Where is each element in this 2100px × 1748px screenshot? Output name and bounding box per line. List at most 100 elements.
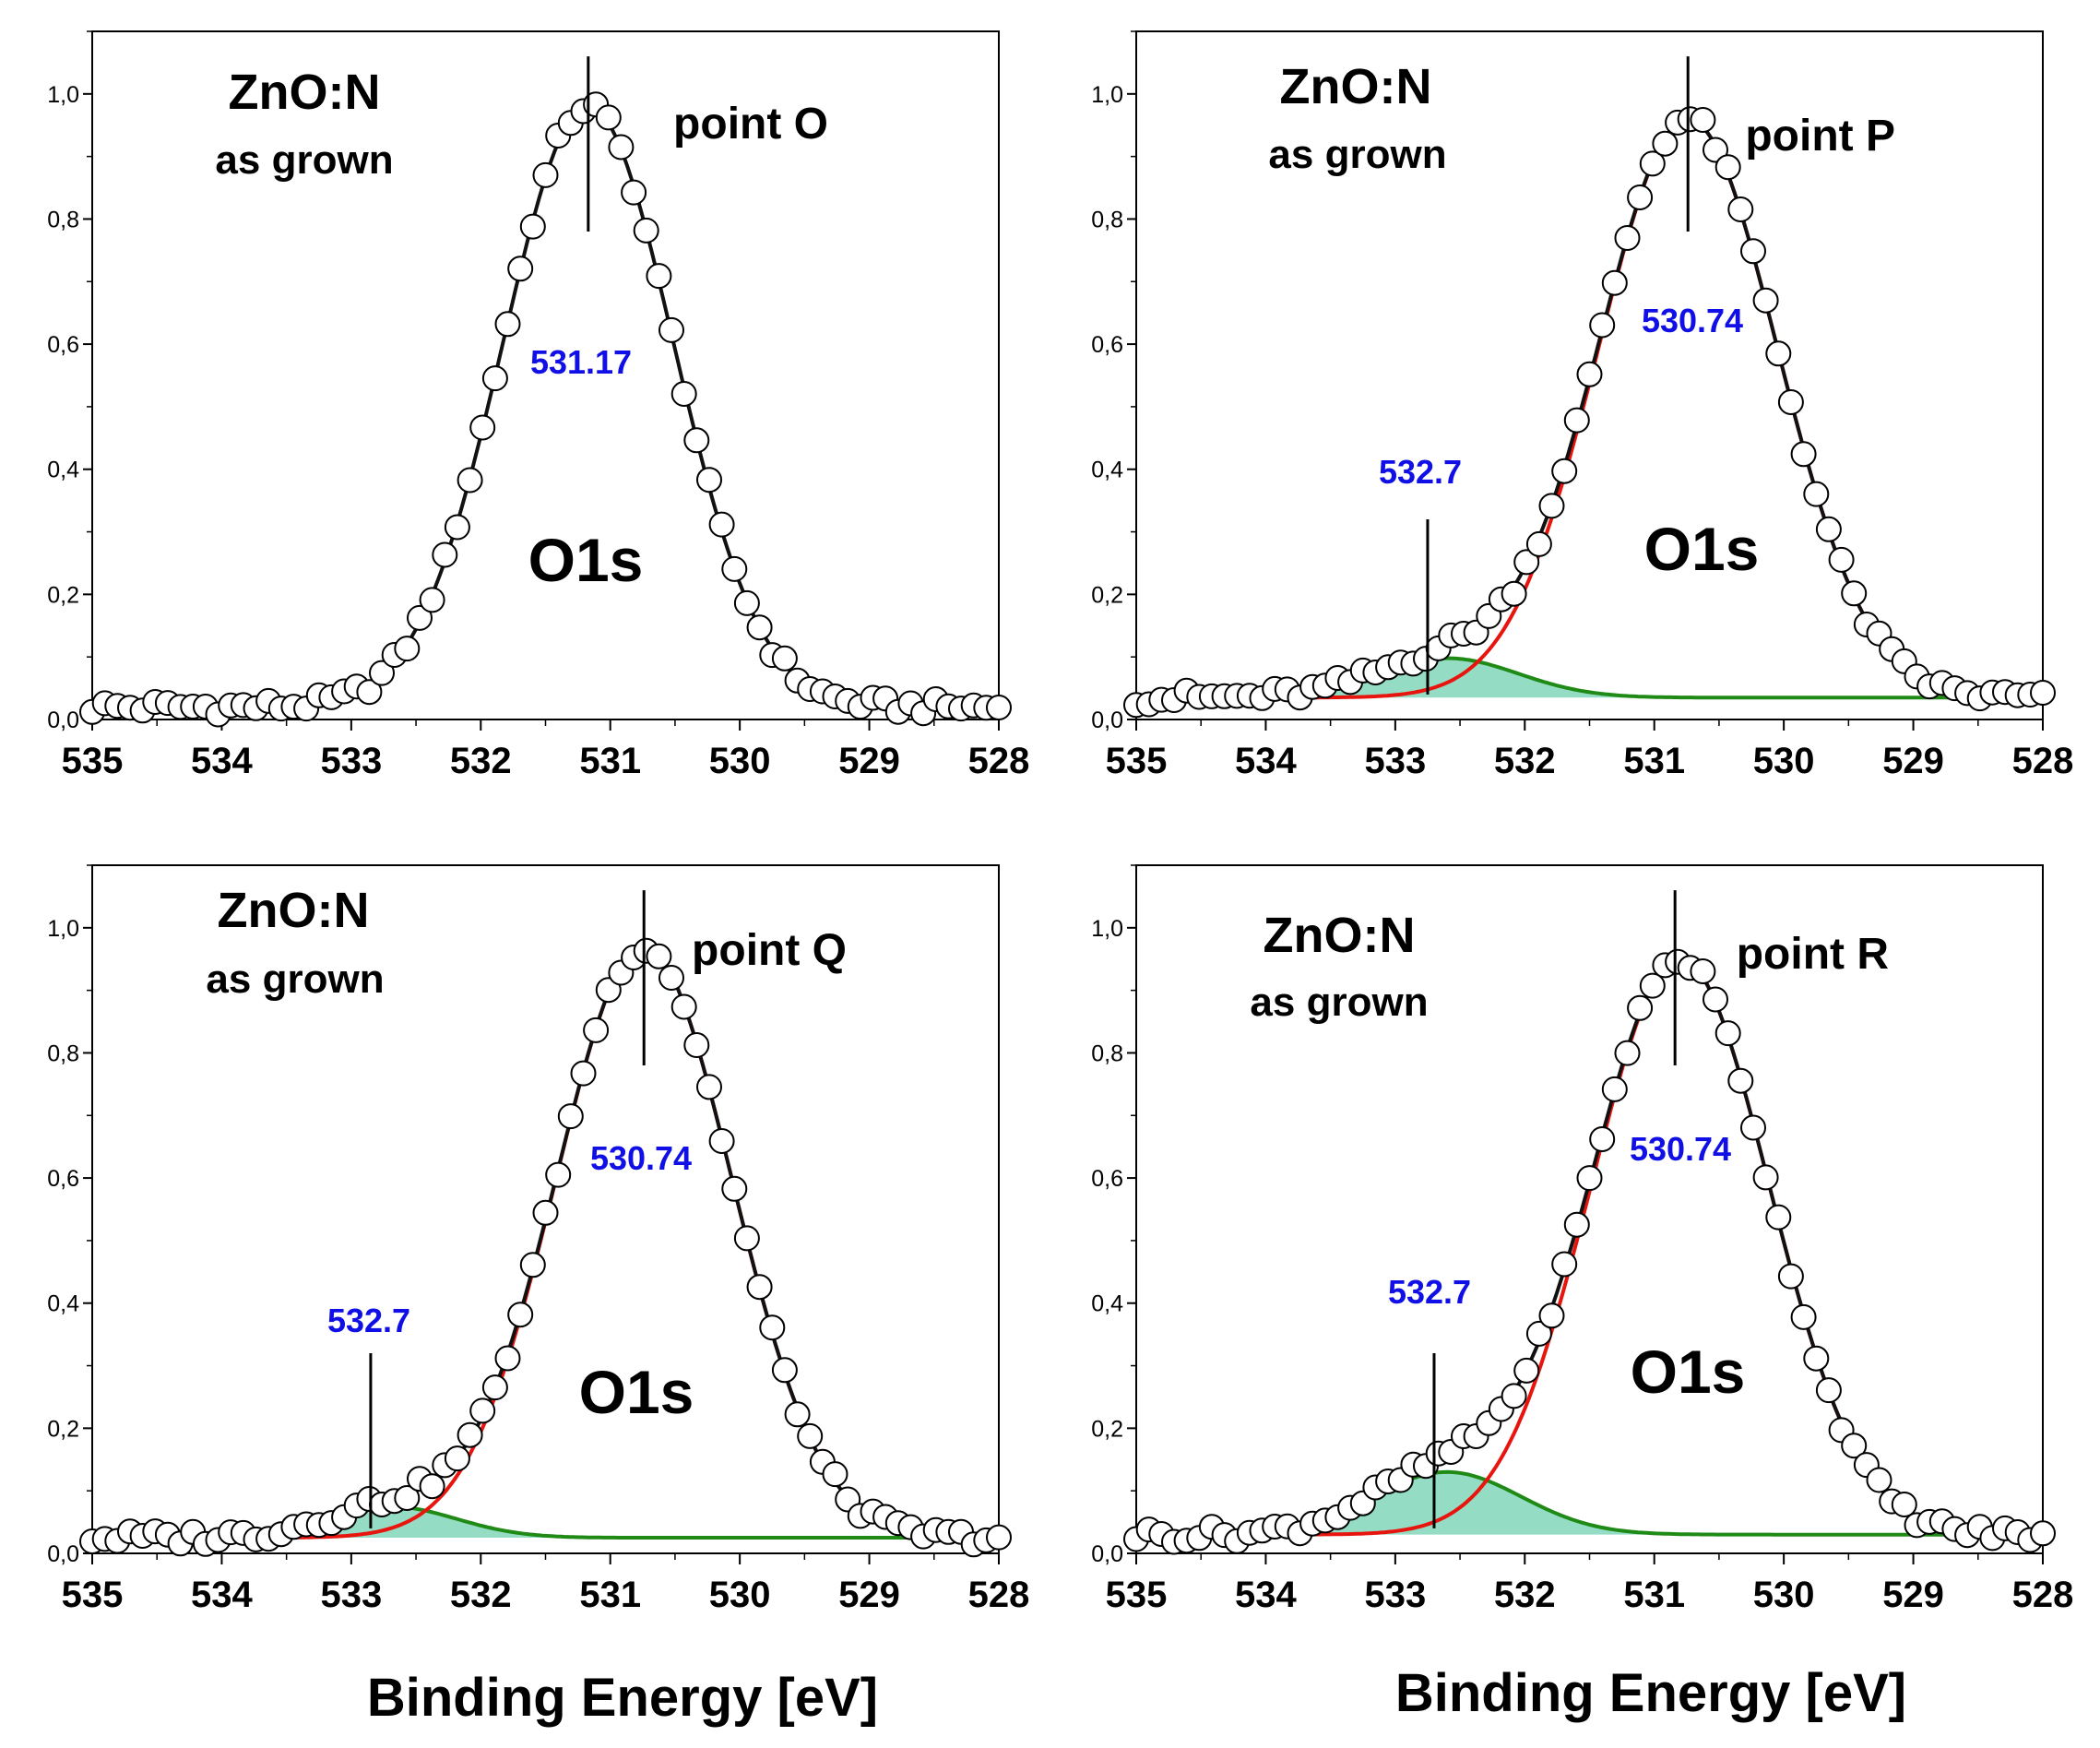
data-point [1501,1383,1527,1409]
panel-q: 0,0 0,2 0,4 0,6 0,8 1,0 535 534 533 532 531 530 529 5… [47,864,1030,1615]
data-point [1589,312,1616,339]
x-tick-label: 529 [1882,741,1944,781]
y-tick-label: 0,6 [47,1166,79,1192]
data-point [557,1103,584,1130]
x-tick-label: 532 [450,1575,512,1615]
x-tick-label: 528 [2012,741,2074,781]
data-point [986,1524,1012,1551]
data-point [444,514,470,541]
data-point [1841,580,1868,607]
data-point [1714,154,1741,181]
data-point [2030,1520,2056,1547]
x-tick-label: 530 [1753,1575,1815,1615]
data-point [444,1445,470,1472]
data-point [696,1074,722,1100]
condition-label: as grown [206,957,384,1002]
point-label: point Q [692,926,847,975]
data-point [1551,1251,1578,1278]
data-point [1639,972,1666,999]
data-point [507,256,534,282]
data-point [519,1252,546,1278]
panel-p: 0,0 0,2 0,4 0,6 0,8 1,0 535 534 533 532 531 530 529 5… [1091,30,2074,781]
main-peak-value: 530.74 [1642,302,1743,339]
data-point [1563,407,1590,434]
x-tick-label: 532 [1494,741,1556,781]
data-point [1740,238,1766,265]
data-point [1790,1303,1817,1330]
x-tick-label: 533 [320,1575,382,1615]
point-label: point P [1745,112,1895,161]
data-point [658,316,684,343]
data-point [1501,580,1527,607]
data-point [670,381,697,407]
x-tick-label: 535 [62,1575,124,1615]
core-level-label: O1s [1644,515,1760,583]
secondary-peak-value: 532.7 [1379,453,1462,491]
x-tick-label: 531 [1623,741,1685,781]
data-point [1714,1020,1741,1047]
sample-label: ZnO:N [218,883,370,938]
data-point [822,1461,848,1488]
y-tick-label: 0,0 [1091,1541,1123,1567]
data-point [1703,986,1728,1013]
data-point [1601,269,1628,296]
y-tick-label: 0,4 [1091,1291,1123,1317]
core-level-label: O1s [1631,1338,1746,1406]
data-point [1777,1263,1804,1290]
data-point [1727,196,1754,222]
x-tick-label: 531 [1623,1575,1685,1615]
y-tick-label: 0,8 [47,1040,79,1066]
data-point [733,589,760,616]
data-point [394,636,421,662]
data-point [469,1397,496,1424]
y-tick-label: 0,6 [1091,1166,1123,1192]
main-peak-value: 530.74 [590,1139,692,1177]
sample-label: ZnO:N [229,65,381,120]
data-point [469,414,496,441]
data-point [1752,287,1779,314]
data-point [1740,1114,1766,1141]
data-point [771,1357,798,1384]
data-point [532,161,559,188]
data-point [494,311,521,338]
data-point [683,427,710,454]
sample-label: ZnO:N [1280,59,1432,114]
data-point [419,1473,445,1500]
secondary-component-fill [1136,658,2043,698]
data-point [696,467,722,493]
data-point [1841,1433,1868,1459]
x-tick-label: 528 [968,1575,1030,1615]
data-point [1525,1320,1552,1347]
data-point [759,1314,786,1341]
y-tick-label: 0,2 [1091,582,1123,608]
data-point [1828,546,1855,573]
y-tick-label: 1,0 [1091,82,1123,108]
data-point [633,217,659,244]
data-point [1765,1204,1792,1231]
data-point [1614,1040,1641,1066]
data-point [1815,516,1842,542]
data-point [986,695,1012,720]
data-point [1513,1357,1540,1384]
data-point [545,1161,572,1188]
data-point [419,587,445,613]
data-point [394,1485,421,1511]
y-tick-label: 0,0 [1091,708,1123,733]
data-point [746,1274,773,1301]
data-point [1815,1377,1842,1404]
data-point [1866,1467,1892,1493]
data-point [494,1345,521,1372]
y-tick-label: 0,4 [1091,458,1123,483]
x-tick-label: 530 [709,1575,771,1615]
data-point [1790,441,1817,468]
data-point [595,977,622,1004]
core-level-label: O1s [579,1358,694,1426]
data-point [2030,680,2056,706]
y-tick-label: 1,0 [47,916,79,942]
x-tick-label: 533 [1364,1575,1426,1615]
data-point [1891,1492,1917,1517]
y-tick-label: 1,0 [47,82,79,108]
panel-o: 0,0 0,2 0,4 0,6 0,8 1,0 535 534 533 532 531 530 529 5… [47,30,1029,781]
x-tick-label: 534 [1235,741,1297,781]
